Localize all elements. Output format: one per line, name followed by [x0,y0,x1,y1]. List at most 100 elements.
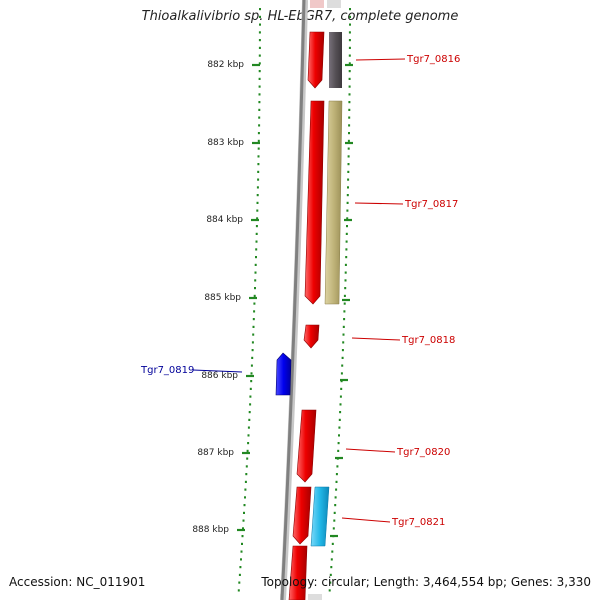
minor-tick-dot [255,248,258,251]
cds-reverse-0819[interactable] [275,352,292,396]
minor-tick-dot [252,318,255,321]
minor-tick-dot [347,147,350,150]
tick-label-887: 887 kbp [197,448,234,458]
minor-ticks-left [237,8,261,592]
minor-tick-dot [248,411,251,414]
minor-tick-dot [348,101,351,104]
cds-forward-0821[interactable] [292,486,312,545]
minor-tick-dot [345,240,348,243]
genome-summary-text: Topology: circular; Length: 3,464,554 bp… [261,575,591,589]
minor-tick-dot [244,488,247,491]
tick-label-886: 886 kbp [201,371,238,381]
minor-tick-dot [343,302,346,305]
minor-tick-dot [330,566,333,569]
minor-tick-dot [238,581,241,584]
minor-tick-dot [339,403,342,406]
tick-label-885: 885 kbp [204,293,241,303]
minor-tick-dot [255,256,257,259]
minor-tick-dot [331,542,334,545]
minor-tick-dot [337,449,340,452]
minor-tick-dot [346,225,348,228]
cds-forward-partial[interactable] [288,545,308,600]
gene-label-tgr7-0821[interactable]: Tgr7_0821 [391,517,445,528]
tick-label-888: 888 kbp [192,525,229,535]
minor-tick-dot [343,294,346,297]
minor-tick-dot [252,325,255,328]
minor-tick-dot [257,147,260,150]
minor-tick-dot [342,325,345,328]
minor-tick-dot [244,480,247,483]
minor-tick-dot [254,287,256,290]
minor-tick-dot [249,403,252,406]
cds-forward-0820[interactable] [296,409,317,483]
minor-tick-dot [340,387,343,390]
cds-forward-0818[interactable] [303,324,320,349]
minor-tick-dot [331,550,334,553]
minor-tick-dot [348,93,351,96]
minor-tick-dot [258,101,261,104]
gene-label-tgr7-0819[interactable]: Tgr7_0819 [140,365,194,376]
cog-block-0817 [324,100,343,305]
minor-tick-dot [330,558,333,561]
minor-tick-dot [251,341,254,344]
minor-tick-dot [253,294,256,297]
minor-tick-dot [348,77,351,80]
minor-tick-dot [335,480,338,483]
minor-tick-dot [247,442,250,445]
minor-tick-dot [345,248,348,251]
minor-tick-dot [335,488,338,491]
minor-tick-dot [348,39,351,42]
minor-tick-dot [241,542,243,545]
minor-tick-dot [258,70,261,73]
minor-tick-dot [249,395,252,398]
minor-tick-dot [251,356,254,359]
cog-block-0816 [329,32,342,88]
minor-tick-dot [250,364,253,367]
minor-tick-dot [255,225,258,228]
tick-label-882: 882 kbp [207,60,244,70]
minor-tick-dot [341,349,344,352]
minor-tick-dot [348,31,351,34]
minor-tick-dot [341,356,344,359]
minor-tick-dot [343,310,346,313]
minor-tick-dot [347,163,350,166]
minor-tick-dot [258,93,261,96]
minor-tick-dot [239,566,242,569]
minor-tick-dot [338,434,340,437]
minor-tick-dot [242,527,244,530]
minor-tick-dot [334,496,337,499]
minor-tick-dot [346,209,349,212]
minor-tick-dot [250,380,253,383]
gene-label-tgr7-0817[interactable]: Tgr7_0817 [404,199,458,210]
minor-tick-dot [345,256,348,259]
minor-tick-dot [254,263,257,266]
minor-tick-dot [344,271,347,274]
minor-tick-dot [237,589,240,592]
minor-tick-dot [246,449,249,452]
minor-tick-dot [255,240,258,243]
leader-lines [192,58,406,523]
minor-tick-dot [339,395,342,398]
minor-tick-dot [244,496,246,499]
minor-tick-dot [347,178,350,181]
minor-tick-dot [347,186,349,189]
minor-tick-dot [348,124,351,127]
minor-tick-dot [258,116,261,119]
minor-tick-dot [348,85,351,88]
minor-tick-dot [256,217,259,220]
minor-tick-dot [258,46,261,49]
gene-label-tgr7-0818[interactable]: Tgr7_0818 [401,335,455,346]
minor-tick-dot [240,550,243,553]
cds-forward-0817[interactable] [304,100,325,305]
minor-tick-dot [245,473,248,476]
gene-label-tgr7-0816[interactable]: Tgr7_0816 [406,54,460,65]
cds-forward-0816[interactable] [307,31,325,89]
minor-tick-dot [255,232,258,235]
minor-tick-dot [248,418,251,421]
minor-tick-dot [348,132,350,135]
minor-tick-dot [258,39,261,42]
gene-label-tgr7-0820[interactable]: Tgr7_0820 [396,447,450,458]
tick-label-883: 883 kbp [207,138,244,148]
minor-tick-dot [346,217,349,220]
